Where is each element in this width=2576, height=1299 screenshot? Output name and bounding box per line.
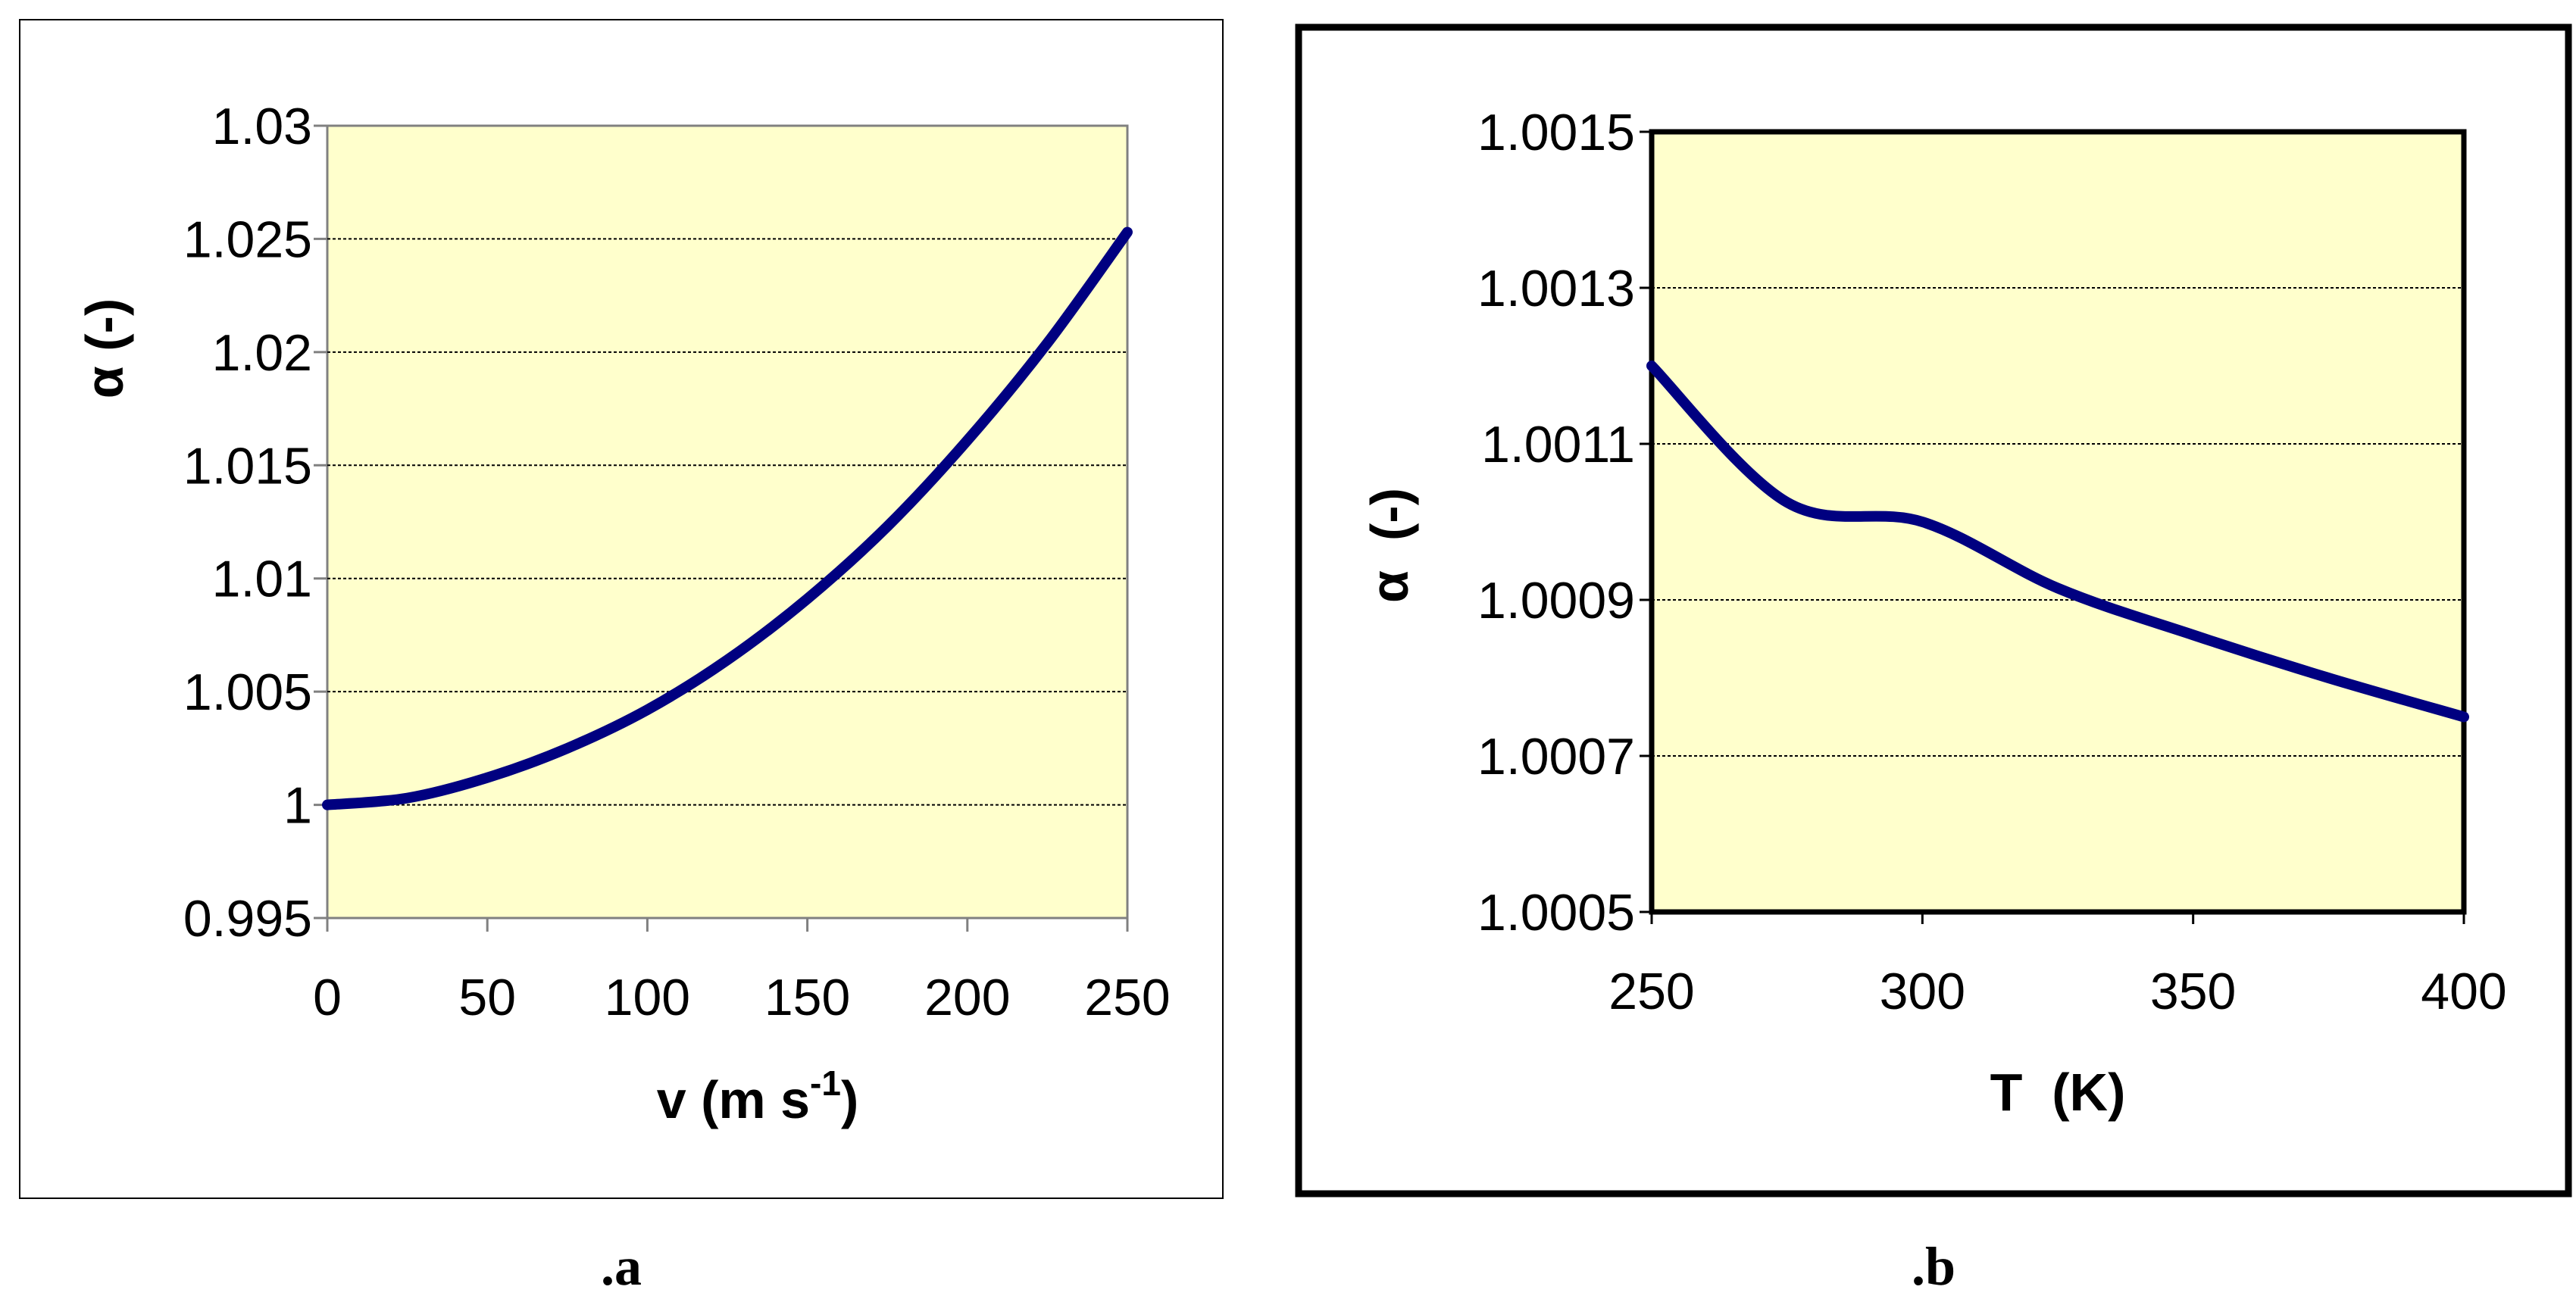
chart-a-y-tick-label: 1.025 [183,211,312,268]
chart-b-x-tick-label: 400 [2421,963,2506,1020]
chart-a-x-tick-label: 250 [1084,969,1170,1026]
chart-b-gridlines [1652,287,2464,757]
chart-b-y-tick-label: 1.0009 [1477,572,1635,629]
chart-b-x-tick-label: 350 [2150,963,2236,1020]
chart-b-plot-area [1649,129,2467,915]
chart-a-x-axis-title-main: v (m s [657,1070,810,1129]
chart-a-y-tick-label: 1.005 [183,664,312,721]
chart-b: 1.0005 1.0007 1.0009 1.0011 1.0013 1.0015 250… [1295,23,2572,1297]
chart-a-y-tick-label: 1 [283,777,312,835]
chart-a-x-axis-title: v (m s-1) [657,1063,859,1129]
chart-a-gridlines [327,238,1127,806]
chart-a-y-tick-label: 1.02 [212,324,312,382]
chart-b-y-tick-label: 1.0013 [1477,260,1635,317]
chart-b-series-line [1646,361,2469,723]
chart-b-y-ticks: 1.0005 1.0007 1.0009 1.0011 1.0013 1.0015 [1477,104,1652,941]
chart-b-x-ticks: 250 300 350 400 [1608,912,2507,1020]
chart-b-x-tick-label: 250 [1608,963,1694,1020]
chart-a-x-tick-label: 50 [458,969,516,1026]
chart-a-x-axis-title-tail: ) [841,1070,858,1129]
chart-a-y-ticks: 0.995 1 1.005 1.01 1.015 1.02 1.025 1.03 [183,98,327,948]
chart-a-x-tick-label: 150 [764,969,850,1026]
chart-a-x-tick-label: 100 [605,969,690,1026]
chart-a-series-line [322,226,1133,810]
chart-b-y-tick-label: 1.0007 [1477,728,1635,785]
chart-b-caption: .b [1912,1236,1955,1297]
chart-a: 0.995 1 1.005 1.01 1.015 1.02 1.025 1.03 0 50 100… [19,19,1224,1297]
chart-b-y-tick-label: 1.0005 [1477,884,1635,941]
chart-a-x-tick-label: 200 [924,969,1010,1026]
chart-b-x-axis-title: T (K) [1990,1063,2126,1122]
chart-a-x-tick-label: 0 [313,969,342,1026]
chart-b-y-axis-title: α (-) [1360,488,1419,603]
chart-a-y-tick-label: 1.03 [212,98,312,155]
chart-a-plot-area [326,124,1129,920]
chart-a-y-tick-label: 0.995 [183,890,312,948]
chart-b-y-tick-label: 1.0015 [1477,104,1635,161]
chart-a-x-axis-title-sup: -1 [810,1063,841,1103]
chart-a-y-tick-label: 1.015 [183,437,312,495]
chart-a-y-tick-label: 1.01 [212,551,312,608]
chart-b-y-tick-label: 1.0011 [1481,416,1635,473]
chart-a-x-ticks: 0 50 100 150 200 250 [313,918,1171,1026]
chart-b-x-tick-label: 300 [1880,963,1965,1020]
chart-a-caption: .a [601,1236,642,1297]
chart-a-y-axis-title: α (-) [75,298,134,398]
